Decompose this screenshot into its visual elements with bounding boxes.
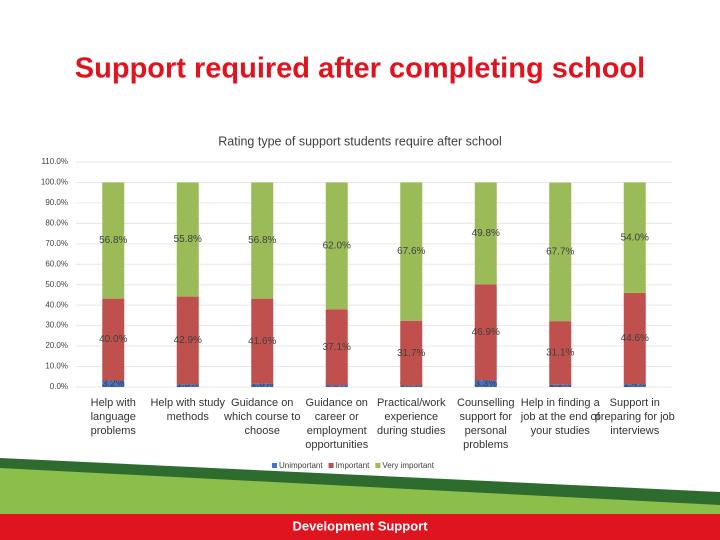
y-tick-label: 0.0% bbox=[50, 382, 68, 391]
value-label: 54.0% bbox=[621, 232, 649, 243]
x-tick-label: Guidance on which course to choose bbox=[224, 397, 301, 437]
x-tick-label: Support in preparing for job interviews bbox=[594, 397, 675, 437]
bar-segment bbox=[251, 182, 274, 299]
value-label: 40.0% bbox=[99, 334, 127, 345]
value-label: 46.9% bbox=[472, 327, 500, 338]
bar-segment bbox=[176, 296, 199, 385]
y-tick-label: 10.0% bbox=[45, 362, 68, 371]
legend-label: Unimportant bbox=[279, 461, 323, 470]
value-label: 3.3% bbox=[474, 379, 497, 390]
value-label: 44.6% bbox=[621, 333, 649, 344]
legend-swatch bbox=[328, 463, 334, 468]
value-label: 56.8% bbox=[99, 235, 127, 246]
bar-segment bbox=[549, 321, 572, 385]
y-tick-label: 60.0% bbox=[45, 259, 68, 268]
y-tick-label: 110.0% bbox=[41, 157, 68, 166]
y-tick-label: 90.0% bbox=[45, 198, 68, 207]
bar-segment bbox=[549, 182, 572, 322]
bar-segment bbox=[623, 384, 646, 387]
bar-segment bbox=[102, 380, 125, 387]
bar-segment bbox=[176, 384, 199, 387]
y-tick-label: 80.0% bbox=[45, 218, 68, 227]
value-label: 42.9% bbox=[174, 335, 202, 346]
footer-bar bbox=[0, 514, 720, 540]
legend-swatch bbox=[272, 463, 277, 468]
bar-segment bbox=[325, 385, 348, 387]
bar-segment bbox=[474, 380, 497, 387]
x-tick-label: Help with study methods bbox=[150, 397, 226, 423]
bar-segment bbox=[176, 182, 199, 297]
value-label: 49.8% bbox=[472, 228, 500, 239]
bar-segment bbox=[400, 182, 423, 321]
bar-segment bbox=[325, 182, 348, 310]
bar-segment bbox=[474, 182, 497, 285]
bar-segment bbox=[102, 182, 125, 299]
bar-segment bbox=[102, 298, 125, 381]
y-tick-label: 20.0% bbox=[45, 341, 68, 350]
y-tick-label: 30.0% bbox=[45, 321, 68, 330]
y-tick-label: 100.0% bbox=[41, 178, 68, 187]
bar-segment bbox=[251, 298, 274, 384]
footer-text: Development Support bbox=[292, 518, 428, 533]
legend-label: Important bbox=[336, 461, 371, 470]
value-label: 62.0% bbox=[323, 241, 351, 252]
value-label: 56.8% bbox=[248, 235, 276, 246]
x-tick-label: Guidance on career or employment opportu… bbox=[305, 397, 369, 451]
value-label: 3.2% bbox=[102, 379, 125, 390]
x-tick-label: Counselling support for personal problem… bbox=[457, 397, 515, 451]
value-label: 41.6% bbox=[248, 336, 276, 347]
bar-segment bbox=[474, 284, 497, 381]
bar-segment bbox=[549, 384, 572, 387]
chart-title: Rating type of support students require … bbox=[218, 134, 502, 148]
value-label: 67.7% bbox=[546, 247, 574, 258]
legend-swatch bbox=[375, 463, 381, 468]
x-tick-label: Help in finding a job at the end of your… bbox=[520, 397, 600, 437]
bar-segment bbox=[400, 320, 423, 386]
x-tick-label: Practical/work experience during studies bbox=[377, 397, 446, 437]
bar-segment bbox=[400, 385, 423, 387]
legend-label: Very important bbox=[382, 461, 434, 470]
value-label: 31.7% bbox=[397, 348, 425, 359]
x-tick-label: Help with language problems bbox=[90, 397, 136, 437]
y-tick-label: 50.0% bbox=[45, 280, 68, 289]
value-label: 67.6% bbox=[397, 246, 425, 257]
value-label: 1.6% bbox=[251, 379, 274, 390]
y-tick-label: 40.0% bbox=[45, 300, 68, 309]
slide-title: Support required after completing school bbox=[75, 53, 645, 85]
value-label: 1.4% bbox=[623, 379, 646, 390]
y-tick-label: 70.0% bbox=[45, 239, 68, 248]
value-label: 37.1% bbox=[323, 342, 351, 353]
bar-segment bbox=[623, 292, 646, 385]
bar-segment bbox=[325, 309, 348, 386]
bar-segment bbox=[251, 383, 274, 387]
value-label: 55.8% bbox=[174, 234, 202, 245]
bar-segment bbox=[623, 182, 646, 293]
value-label: 31.1% bbox=[546, 348, 574, 359]
